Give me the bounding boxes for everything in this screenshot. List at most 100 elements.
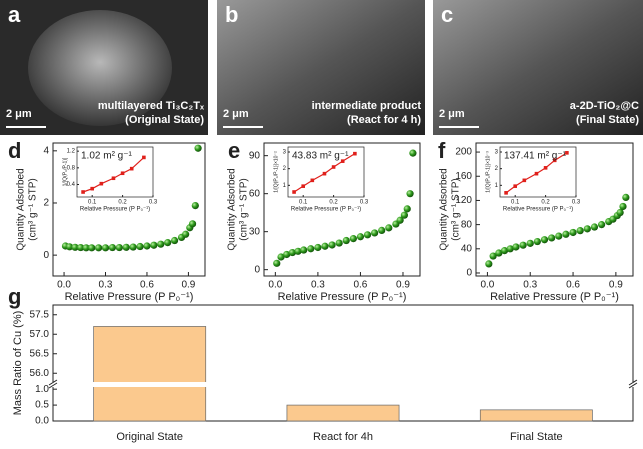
data-point bbox=[349, 235, 357, 243]
inset-y-tick-label: 0.4 bbox=[67, 182, 76, 188]
scale-label: 2 μm bbox=[223, 108, 249, 120]
inset-x-tick-label: 0.2 bbox=[118, 200, 127, 206]
data-point bbox=[95, 244, 103, 252]
data-point bbox=[598, 221, 606, 229]
data-point bbox=[182, 230, 190, 238]
y-axis-label: (cm³ g⁻¹ STP) bbox=[28, 178, 39, 241]
y-tick-label: 56.0 bbox=[30, 368, 50, 379]
y-tick-label: 200 bbox=[455, 147, 472, 158]
inset-point bbox=[331, 165, 336, 169]
inset-y-tick-label: 1 bbox=[495, 183, 499, 189]
data-point bbox=[540, 236, 549, 244]
break-mark bbox=[628, 379, 638, 386]
data-point bbox=[288, 248, 296, 257]
scale-label: 2 μm bbox=[6, 108, 32, 120]
y-axis-label: (cm³ g⁻¹ STP) bbox=[239, 178, 250, 241]
x-axis-label: Relative Pressure (P P₀⁻¹) bbox=[490, 291, 619, 303]
inset-x-tick-label: 0.3 bbox=[360, 200, 369, 206]
inset-y-tick-label: 3 bbox=[283, 150, 287, 156]
y-tick-label: 57.0 bbox=[30, 329, 50, 340]
inset-label: 43.83 m² g⁻¹ bbox=[292, 151, 349, 162]
x-axis-label: Relative Pressure (P P₀⁻¹) bbox=[278, 291, 407, 303]
bar bbox=[93, 326, 207, 384]
data-point bbox=[342, 236, 350, 245]
inset-point bbox=[322, 171, 327, 176]
inset-y-tick-label: 3 bbox=[495, 150, 499, 156]
y-axis-label: (cm³ g⁻¹ STP) bbox=[451, 178, 462, 241]
inset-y-label: 1/[Q(P₀/P-1)]×10⁻² bbox=[273, 151, 279, 193]
y-tick-label: 160 bbox=[455, 171, 472, 182]
x-tick-label: 0.0 bbox=[57, 280, 71, 291]
x-tick-label: 0.0 bbox=[480, 280, 494, 291]
data-point bbox=[500, 247, 509, 255]
x-tick-label: 0.0 bbox=[268, 280, 282, 291]
inset-x-tick-label: 0.1 bbox=[299, 200, 308, 206]
panel-label: g bbox=[8, 284, 21, 309]
y-tick-label: 0.0 bbox=[35, 416, 49, 427]
data-point bbox=[335, 239, 343, 247]
bar bbox=[286, 404, 400, 422]
scale-label: 2 μm bbox=[439, 108, 465, 120]
sem-particle bbox=[28, 10, 172, 126]
y-tick-label: 4 bbox=[43, 145, 49, 156]
data-point bbox=[108, 243, 117, 252]
inset-point bbox=[504, 191, 508, 195]
x-tick-label: 0.9 bbox=[181, 280, 195, 291]
inset-point bbox=[292, 190, 296, 194]
plot-frame bbox=[52, 142, 206, 277]
sem-image bbox=[433, 0, 643, 135]
y-tick-label: 30 bbox=[249, 226, 261, 237]
data-point bbox=[616, 208, 624, 217]
data-point bbox=[283, 250, 291, 259]
inset-label: 137.41 m² g⁻¹ bbox=[504, 151, 567, 162]
x-tick-label: React for 4h bbox=[313, 431, 373, 443]
data-point bbox=[485, 260, 493, 268]
data-point bbox=[385, 224, 393, 232]
inset-x-tick-label: 0.1 bbox=[88, 200, 97, 206]
data-point bbox=[489, 252, 497, 260]
x-tick-label: 0.3 bbox=[523, 280, 537, 291]
inset-y-label: 1/[Q(P₀/P-1)]×10⁻³ bbox=[485, 151, 491, 193]
y-tick-label: 1.0 bbox=[35, 384, 49, 395]
data-point bbox=[191, 201, 199, 210]
inset-point bbox=[310, 178, 315, 183]
data-point bbox=[143, 242, 151, 250]
break-mark bbox=[628, 382, 638, 389]
inset-point bbox=[111, 176, 116, 181]
inset-point bbox=[353, 151, 357, 156]
data-point bbox=[328, 241, 336, 249]
x-axis-label: Relative Pressure (P P₀⁻¹) bbox=[65, 291, 194, 303]
inset-x-label: Relative Pressure (P P₀⁻¹) bbox=[291, 207, 361, 213]
y-tick-label: 56.5 bbox=[30, 348, 50, 359]
inset-point bbox=[340, 159, 345, 163]
data-point bbox=[171, 236, 179, 245]
data-point bbox=[115, 243, 123, 252]
data-point bbox=[122, 243, 130, 251]
data-point bbox=[378, 226, 386, 234]
data-point bbox=[82, 244, 90, 252]
data-point bbox=[583, 225, 591, 233]
panel-label: c bbox=[441, 2, 453, 27]
y-tick-label: 0 bbox=[43, 250, 49, 261]
y-axis-label: Quantity Adsorbed bbox=[227, 168, 238, 250]
data-point bbox=[403, 205, 411, 213]
data-point bbox=[569, 228, 577, 237]
data-point bbox=[101, 244, 110, 252]
data-point bbox=[512, 243, 520, 251]
y-tick-label: 0.5 bbox=[35, 400, 49, 411]
sem-image bbox=[217, 0, 425, 135]
data-point bbox=[300, 246, 308, 254]
data-point bbox=[136, 242, 144, 251]
x-tick-label: 0.9 bbox=[609, 280, 623, 291]
inset-point bbox=[552, 158, 557, 163]
y-axis-label: Mass Ratio of Cu (%) bbox=[12, 311, 24, 416]
caption: multilayered Ti₃C₂Tₓ bbox=[98, 100, 205, 112]
inset-x-label: Relative Pressure (P P₀⁻¹) bbox=[503, 207, 573, 213]
data-point bbox=[519, 241, 527, 249]
data-point bbox=[164, 239, 172, 247]
data-point bbox=[562, 230, 570, 238]
x-tick-label: 0.6 bbox=[566, 280, 580, 291]
data-point bbox=[273, 259, 281, 267]
inset-y-tick-label: 1.2 bbox=[67, 149, 76, 155]
